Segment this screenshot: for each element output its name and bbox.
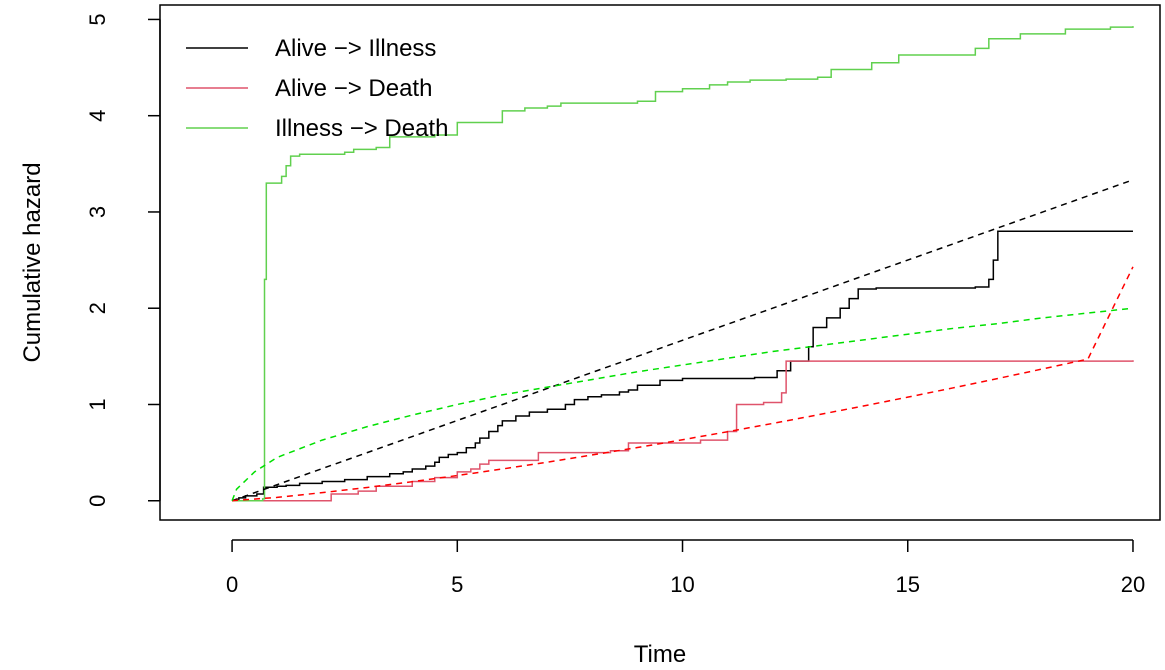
step-curve-2 [232, 26, 1134, 502]
x-tick-label: 15 [896, 572, 920, 597]
fitted-curve-4 [232, 266, 1134, 502]
legend-label: Illness −> Death [275, 115, 448, 142]
legend: Alive −> Illness Alive −> Death Illness −>… [186, 35, 448, 142]
y-tick-label: 4 [85, 110, 110, 122]
x-axis-title: Time [634, 641, 686, 668]
x-tick-label: 5 [451, 572, 463, 597]
x-axis: 0 5 10 15 20 [226, 539, 1145, 597]
fitted-curve-3 [231, 179, 1134, 502]
step-curve-0 [232, 230, 1133, 502]
series-layer [231, 26, 1134, 502]
y-tick-label: 2 [85, 302, 110, 314]
x-tick-label: 10 [670, 572, 694, 597]
x-tick-label: 20 [1121, 572, 1145, 597]
y-tick-label: 0 [85, 495, 110, 507]
y-tick-label: 5 [85, 13, 110, 25]
fitted-curve-5 [231, 307, 1134, 502]
step-curve-1 [232, 360, 1134, 502]
y-tick-label: 1 [85, 398, 110, 410]
legend-label: Alive −> Illness [275, 35, 436, 62]
y-axis-title: Cumulative hazard [19, 162, 46, 362]
x-tick-label: 0 [226, 572, 238, 597]
y-axis: 0 1 2 3 4 5 [85, 13, 161, 507]
legend-label: Alive −> Death [275, 75, 432, 102]
y-tick-label: 3 [85, 206, 110, 218]
